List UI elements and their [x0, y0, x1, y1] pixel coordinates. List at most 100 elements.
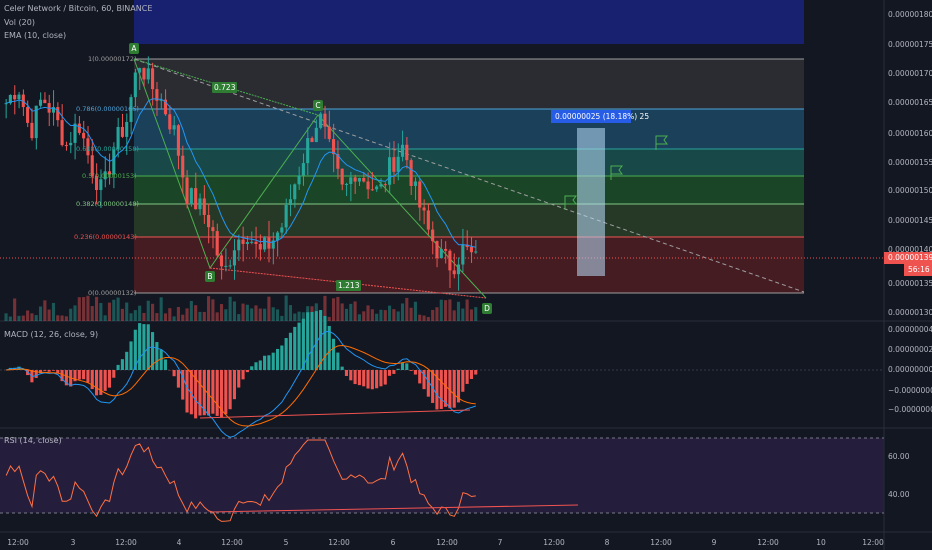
candle[interactable]: [219, 255, 224, 267]
candle[interactable]: [336, 154, 340, 169]
candle[interactable]: [254, 241, 258, 244]
candle[interactable]: [17, 94, 21, 100]
candle[interactable]: [8, 94, 12, 104]
symbol-title[interactable]: Celer Network / Bitcoin, 60, BINANCE: [4, 4, 153, 13]
candle[interactable]: [327, 126, 331, 140]
candle[interactable]: [288, 199, 293, 206]
candle[interactable]: [159, 99, 163, 101]
candle[interactable]: [172, 125, 176, 130]
candle[interactable]: [99, 179, 103, 190]
candle[interactable]: [275, 232, 280, 241]
candle[interactable]: [228, 265, 232, 267]
candle[interactable]: [13, 94, 17, 100]
candle[interactable]: [4, 103, 8, 105]
ratio-label-ab[interactable]: 0.723: [212, 82, 238, 93]
candle[interactable]: [34, 105, 38, 139]
candle[interactable]: [224, 265, 228, 267]
candle[interactable]: [405, 144, 409, 161]
candle[interactable]: [353, 177, 357, 182]
candle[interactable]: [362, 177, 366, 182]
candle[interactable]: [439, 248, 443, 259]
candle[interactable]: [444, 248, 448, 251]
candle[interactable]: [90, 155, 94, 177]
candle[interactable]: [293, 184, 297, 200]
pattern-point-a[interactable]: A: [129, 43, 139, 54]
candle[interactable]: [129, 97, 133, 122]
macd-divergence-line[interactable]: [199, 409, 471, 419]
candle[interactable]: [400, 144, 405, 157]
candle[interactable]: [163, 99, 168, 115]
ema-legend[interactable]: EMA (10, close): [4, 31, 67, 40]
volume-legend[interactable]: Vol (20): [4, 18, 35, 27]
candle[interactable]: [56, 107, 60, 121]
candle[interactable]: [142, 68, 146, 80]
candle[interactable]: [370, 189, 374, 191]
candle[interactable]: [448, 250, 452, 271]
pattern-point-d[interactable]: D: [482, 303, 492, 314]
candle[interactable]: [146, 68, 150, 80]
candle[interactable]: [263, 237, 267, 250]
candle[interactable]: [418, 181, 422, 208]
candle[interactable]: [77, 123, 81, 133]
candle[interactable]: [64, 145, 68, 147]
pattern-point-b[interactable]: B: [205, 271, 215, 282]
candle[interactable]: [202, 198, 206, 215]
candle[interactable]: [232, 250, 236, 266]
candle[interactable]: [461, 244, 465, 265]
rsi-divergence-line[interactable]: [209, 504, 579, 513]
candle[interactable]: [86, 138, 90, 156]
candle[interactable]: [469, 246, 473, 253]
candle[interactable]: [120, 126, 124, 137]
candle[interactable]: [94, 176, 99, 190]
candle[interactable]: [43, 99, 47, 104]
candle[interactable]: [267, 237, 271, 249]
candle[interactable]: [250, 241, 254, 243]
candle[interactable]: [69, 142, 73, 146]
candle[interactable]: [396, 156, 400, 172]
candle[interactable]: [344, 183, 349, 185]
candle[interactable]: [189, 188, 193, 205]
candle[interactable]: [340, 168, 344, 185]
candle[interactable]: [383, 184, 387, 186]
candle[interactable]: [125, 121, 129, 137]
candle[interactable]: [465, 244, 469, 247]
candle[interactable]: [271, 240, 275, 249]
candle[interactable]: [211, 227, 215, 232]
flag-icon[interactable]: [564, 135, 668, 210]
candle[interactable]: [207, 214, 211, 228]
candle[interactable]: [138, 68, 142, 73]
candle[interactable]: [306, 138, 310, 164]
candle[interactable]: [375, 186, 379, 190]
candle[interactable]: [357, 177, 361, 182]
rsi-legend[interactable]: RSI (14, close): [4, 436, 62, 445]
candle[interactable]: [155, 89, 159, 101]
candle[interactable]: [331, 139, 336, 155]
candle[interactable]: [116, 126, 120, 150]
trendline[interactable]: [133, 58, 805, 293]
candle[interactable]: [151, 68, 155, 90]
price-candles[interactable]: [4, 56, 478, 291]
candle[interactable]: [241, 239, 245, 244]
candle[interactable]: [237, 239, 241, 251]
candle[interactable]: [73, 123, 77, 143]
candle[interactable]: [426, 210, 430, 230]
candle[interactable]: [51, 107, 56, 113]
candle[interactable]: [245, 241, 249, 244]
candle[interactable]: [194, 188, 198, 210]
candle[interactable]: [431, 229, 435, 242]
candle[interactable]: [409, 160, 413, 186]
candle[interactable]: [198, 198, 202, 210]
candle[interactable]: [107, 171, 112, 175]
candle[interactable]: [456, 264, 461, 275]
measure-label[interactable]: 0.00000025 (18.18%) 25: [555, 112, 650, 121]
candle[interactable]: [413, 181, 417, 186]
candle[interactable]: [323, 113, 327, 127]
candle[interactable]: [60, 120, 64, 146]
candle[interactable]: [349, 177, 353, 184]
candle[interactable]: [366, 181, 370, 190]
candle[interactable]: [280, 227, 284, 233]
candle[interactable]: [82, 132, 86, 139]
candle[interactable]: [319, 113, 323, 128]
candle[interactable]: [38, 99, 43, 106]
candle[interactable]: [297, 175, 301, 185]
